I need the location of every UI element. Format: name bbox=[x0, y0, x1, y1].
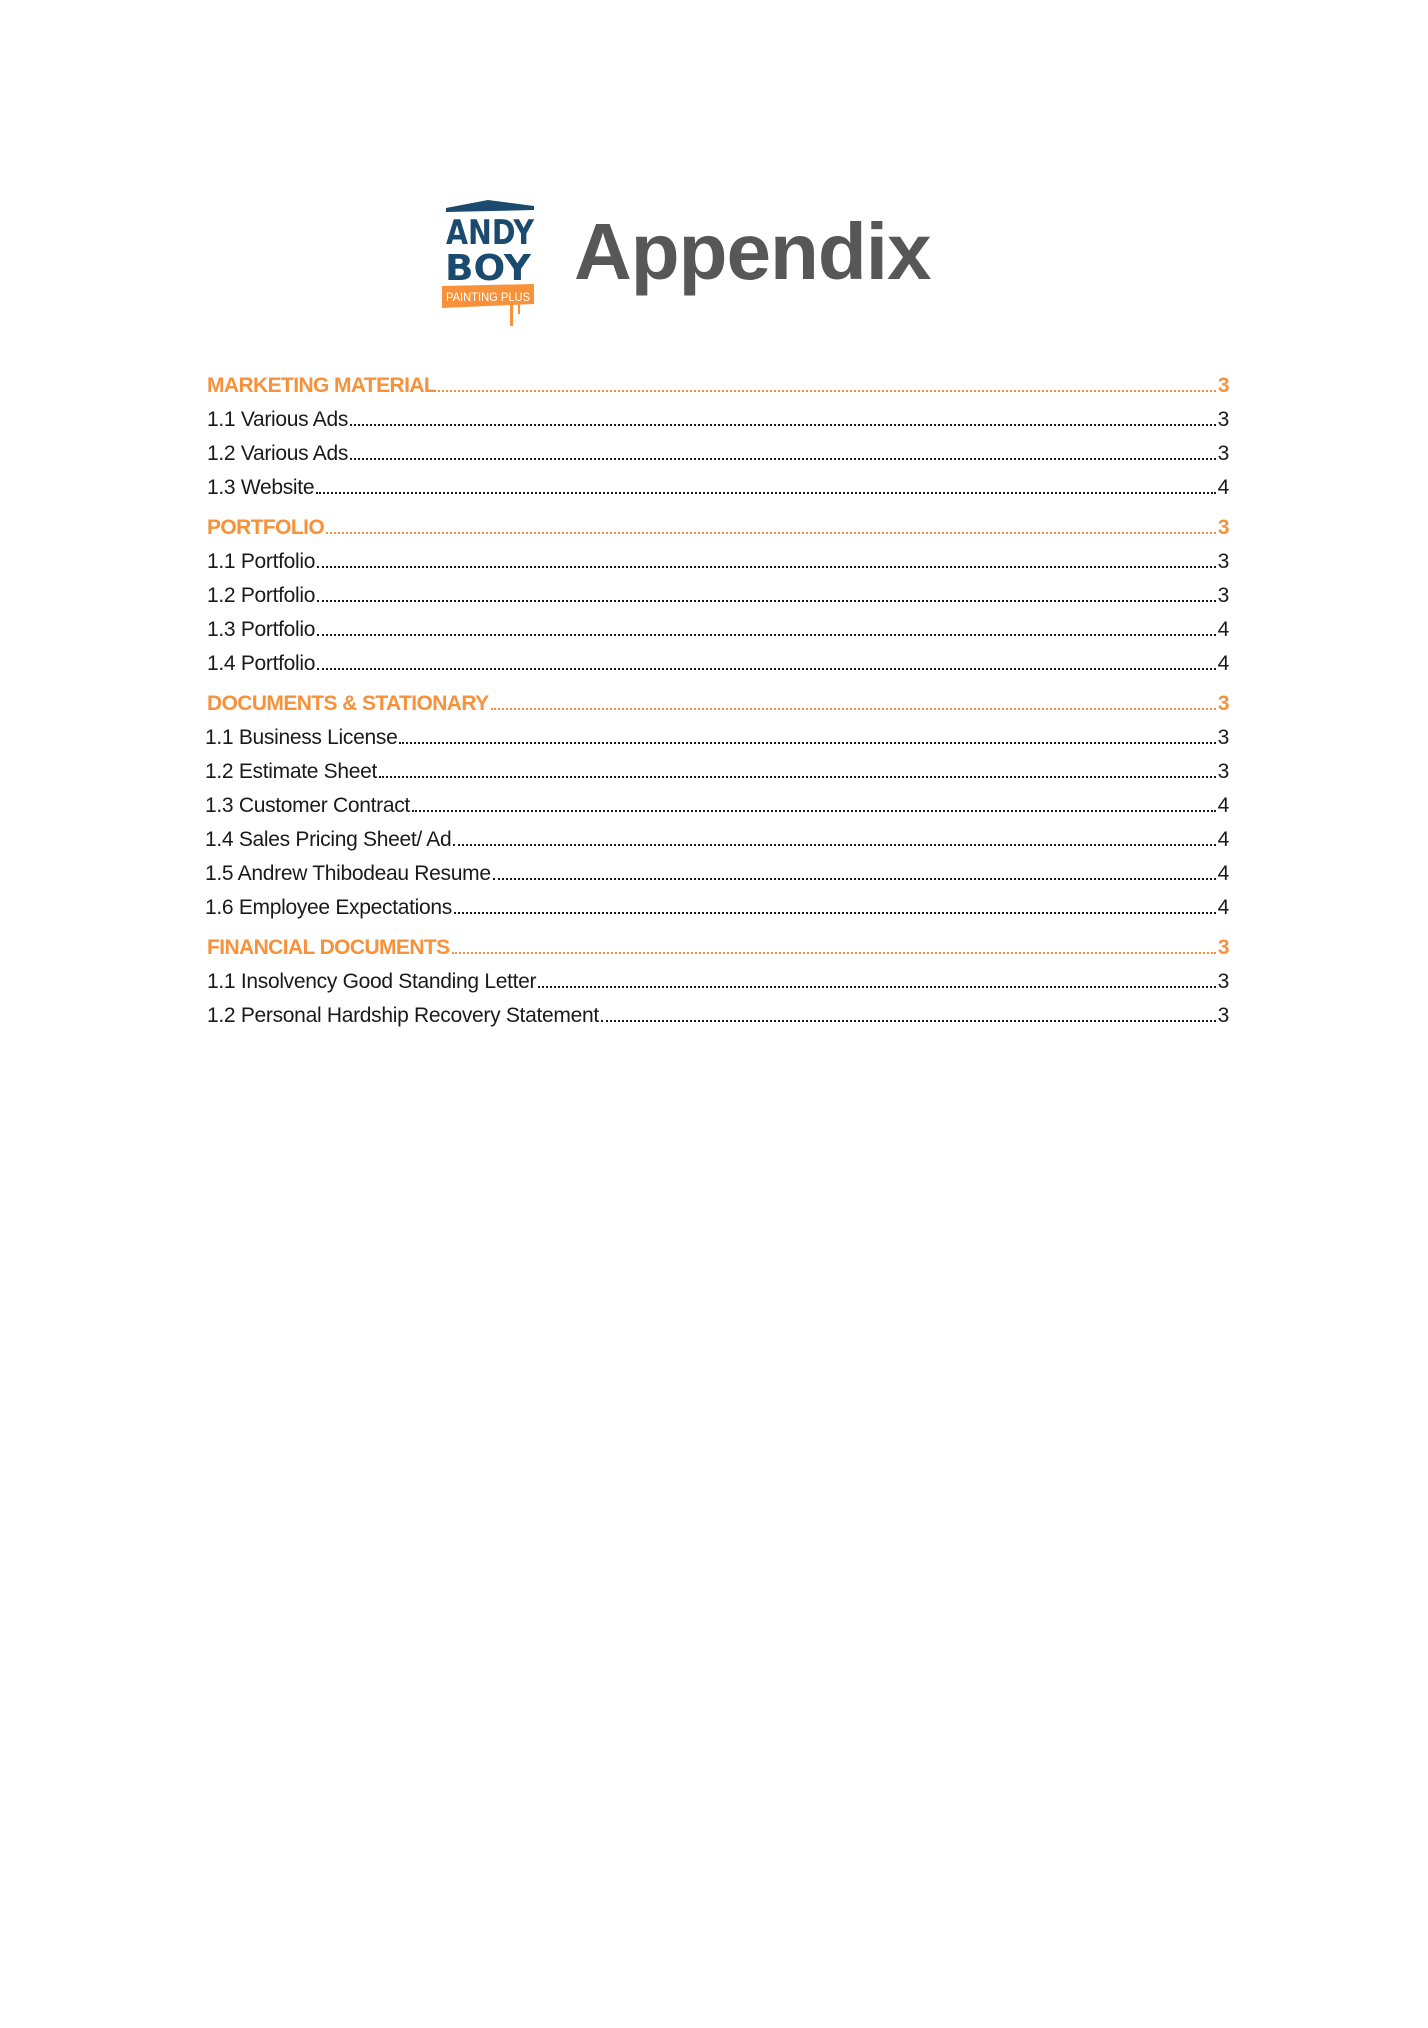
dot-leader bbox=[350, 424, 1216, 426]
page-number: 3 bbox=[1217, 374, 1230, 397]
toc-entry[interactable]: 1.2 Personal Hardship Recovery Statement… bbox=[207, 994, 1229, 1028]
page-header: ANDY BOY PAINTING PLUS Appendix bbox=[438, 198, 998, 328]
toc-entry[interactable]: 1.4 Portfolio 4 bbox=[207, 642, 1229, 676]
dot-leader bbox=[453, 844, 1216, 846]
toc-section-heading[interactable]: PORTFOLIO 3 bbox=[207, 506, 1230, 540]
toc-entry[interactable]: 1.2 Various Ads 3 bbox=[207, 432, 1229, 466]
dot-leader bbox=[538, 986, 1216, 988]
toc-entry-label: 1.1 Various Ads bbox=[207, 408, 349, 431]
toc-entry-label: 1.1 Business License bbox=[205, 726, 398, 749]
toc-entry[interactable]: 1.3 Portfolio 4 bbox=[207, 608, 1229, 642]
dot-leader bbox=[316, 492, 1216, 494]
dot-leader bbox=[438, 390, 1216, 392]
page-number: 4 bbox=[1217, 794, 1230, 817]
dot-leader bbox=[490, 708, 1216, 710]
toc-entry[interactable]: 1.1 Portfolio 3 bbox=[207, 540, 1229, 574]
page-number: 4 bbox=[1217, 862, 1230, 885]
page-number: 3 bbox=[1217, 936, 1230, 959]
svg-text:BOY: BOY bbox=[445, 248, 532, 289]
page-number: 3 bbox=[1217, 1004, 1230, 1027]
page-number: 3 bbox=[1217, 970, 1230, 993]
toc-section-heading[interactable]: DOCUMENTS & STATIONARY 3 bbox=[207, 682, 1230, 716]
toc-entry-label: 1.4 Portfolio bbox=[207, 652, 316, 675]
toc-entry[interactable]: 1.6 Employee Expectations 4 bbox=[205, 886, 1229, 920]
toc-entry-label: 1.2 Personal Hardship Recovery Statement bbox=[207, 1004, 599, 1027]
page-number: 4 bbox=[1217, 618, 1230, 641]
dot-leader bbox=[379, 776, 1216, 778]
dot-leader bbox=[326, 532, 1216, 534]
toc-entry[interactable]: 1.5 Andrew Thibodeau Resume 4 bbox=[205, 852, 1229, 886]
dot-leader bbox=[317, 600, 1216, 602]
page-number: 3 bbox=[1217, 408, 1230, 431]
toc-entry-label: 1.3 Customer Contract bbox=[205, 794, 410, 817]
dot-leader bbox=[492, 878, 1216, 880]
dot-leader bbox=[317, 566, 1216, 568]
toc-entry[interactable]: 1.3 Website 4 bbox=[207, 466, 1229, 500]
page-number: 3 bbox=[1217, 516, 1230, 539]
toc-entry[interactable]: 1.3 Customer Contract 4 bbox=[205, 784, 1229, 818]
page-number: 3 bbox=[1217, 760, 1230, 783]
toc-section-heading[interactable]: MARKETING MATERIAL 3 bbox=[207, 364, 1230, 398]
page-number: 4 bbox=[1217, 652, 1230, 675]
page-number: 4 bbox=[1217, 896, 1230, 919]
page-title: Appendix bbox=[574, 207, 931, 296]
page-number: 4 bbox=[1217, 476, 1230, 499]
toc-section-heading[interactable]: FINANCIAL DOCUMENTS 3 bbox=[207, 926, 1230, 960]
dot-leader bbox=[317, 634, 1216, 636]
toc-entry[interactable]: 1.4 Sales Pricing Sheet/ Ad 4 bbox=[205, 818, 1229, 852]
toc-entry-label: 1.1 Portfolio bbox=[207, 550, 316, 573]
toc-entry[interactable]: 1.1 Insolvency Good Standing Letter 3 bbox=[207, 960, 1229, 994]
table-of-contents: MARKETING MATERIAL 3 1.1 Various Ads 3 1.2 V… bbox=[205, 364, 1230, 1028]
andy-boy-logo: ANDY BOY PAINTING PLUS bbox=[442, 200, 534, 326]
toc-entry[interactable]: 1.2 Portfolio 3 bbox=[207, 574, 1229, 608]
toc-entry-label: 1.2 Estimate Sheet bbox=[205, 760, 378, 783]
toc-entry[interactable]: 1.2 Estimate Sheet 3 bbox=[205, 750, 1229, 784]
svg-text:ANDY: ANDY bbox=[446, 213, 534, 253]
toc-entry[interactable]: 1.1 Business License 3 bbox=[205, 716, 1229, 750]
toc-section-heading-label: FINANCIAL DOCUMENTS bbox=[207, 936, 450, 959]
toc-entry-label: 1.4 Sales Pricing Sheet/ Ad bbox=[205, 828, 452, 851]
toc-entry-label: 1.5 Andrew Thibodeau Resume bbox=[205, 862, 491, 885]
dot-leader bbox=[399, 742, 1216, 744]
page-number: 3 bbox=[1217, 692, 1230, 715]
toc-entry-label: 1.2 Portfolio bbox=[207, 584, 316, 607]
toc-entry-label: 1.2 Various Ads bbox=[207, 442, 349, 465]
dot-leader bbox=[451, 952, 1216, 954]
dot-leader bbox=[411, 810, 1216, 812]
toc-entry-label: 1.1 Insolvency Good Standing Letter bbox=[207, 970, 537, 993]
page-number: 3 bbox=[1217, 584, 1230, 607]
dot-leader bbox=[600, 1020, 1216, 1022]
toc-entry-label: 1.3 Website bbox=[207, 476, 315, 499]
toc-section-heading-label: PORTFOLIO bbox=[207, 516, 325, 539]
toc-entry[interactable]: 1.1 Various Ads 3 bbox=[207, 398, 1229, 432]
dot-leader bbox=[350, 458, 1216, 460]
page-number: 3 bbox=[1217, 726, 1230, 749]
toc-entry-label: 1.6 Employee Expectations bbox=[205, 896, 452, 919]
page-number: 3 bbox=[1217, 442, 1230, 465]
svg-text:PAINTING PLUS: PAINTING PLUS bbox=[446, 290, 530, 304]
toc-section-heading-label: DOCUMENTS & STATIONARY bbox=[207, 692, 489, 715]
dot-leader bbox=[317, 668, 1216, 670]
page-number: 3 bbox=[1217, 550, 1230, 573]
toc-section-heading-label: MARKETING MATERIAL bbox=[207, 374, 437, 397]
toc-entry-label: 1.3 Portfolio bbox=[207, 618, 316, 641]
dot-leader bbox=[453, 912, 1216, 914]
page-number: 4 bbox=[1217, 828, 1230, 851]
